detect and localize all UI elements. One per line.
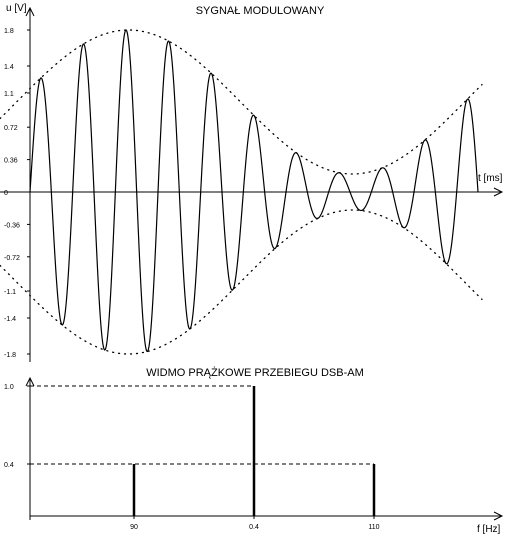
top-y-ticks: 1.8 1.4 1.1 0.72 0.36 0 -0.36 -0.72 -1.1 -1.4 -1.8 bbox=[4, 28, 30, 359]
bottom-y-tick-label: 1.0 bbox=[4, 384, 14, 391]
bottom-chart-title: WIDMO PRĄŻKOWE PRZEBIEGU DSB-AM bbox=[146, 366, 364, 379]
upper-envelope bbox=[0, 29, 483, 175]
spectrum-bars: 90 0.4 110 1.0 0.4 bbox=[4, 384, 380, 531]
top-y-tick-label: -1.8 bbox=[4, 352, 16, 359]
top-x-axis-arrow bbox=[493, 187, 504, 197]
top-y-tick-label: -1.1 bbox=[4, 289, 16, 296]
modulated-signal-line bbox=[29, 29, 479, 353]
bottom-y-axis-arrow bbox=[25, 376, 35, 387]
top-y-tick-label: -0.36 bbox=[4, 222, 20, 229]
top-y-tick-label: 0.36 bbox=[4, 158, 18, 165]
x-tick-label-2: 110 bbox=[368, 524, 379, 531]
top-y-tick-label: 1.4 bbox=[4, 64, 14, 71]
top-y-tick-label: 1.8 bbox=[4, 28, 14, 35]
top-y-tick-label: -1.4 bbox=[4, 316, 16, 323]
lower-envelope bbox=[0, 209, 483, 355]
x-tick-label-1: 0.4 bbox=[249, 524, 259, 531]
top-x-axis-label: t [ms] bbox=[478, 173, 503, 184]
bottom-x-axis-label: f [Hz] bbox=[477, 524, 501, 535]
top-y-axis-arrow bbox=[25, 6, 35, 17]
modulated-signal-chart: SYGNAŁ MODULOWANY u [V] t [ms] 1.8 1.4 1.1… bbox=[0, 3, 504, 362]
top-y-tick-label: 0 bbox=[4, 190, 8, 197]
top-y-axis-label: u [V] bbox=[6, 3, 27, 14]
bottom-y-tick-label: 0.4 bbox=[4, 462, 14, 469]
top-y-tick-label: 0.72 bbox=[4, 125, 18, 132]
x-tick-label-0: 90 bbox=[130, 524, 138, 531]
top-y-tick-label: 1.1 bbox=[4, 91, 14, 98]
bottom-x-axis-arrow bbox=[493, 511, 504, 521]
spectrum-chart: WIDMO PRĄŻKOWE PRZEBIEGU DSB-AM f [Hz] 9… bbox=[4, 366, 504, 535]
top-y-tick-label: -0.72 bbox=[4, 255, 20, 262]
top-chart-title: SYGNAŁ MODULOWANY bbox=[196, 5, 325, 17]
